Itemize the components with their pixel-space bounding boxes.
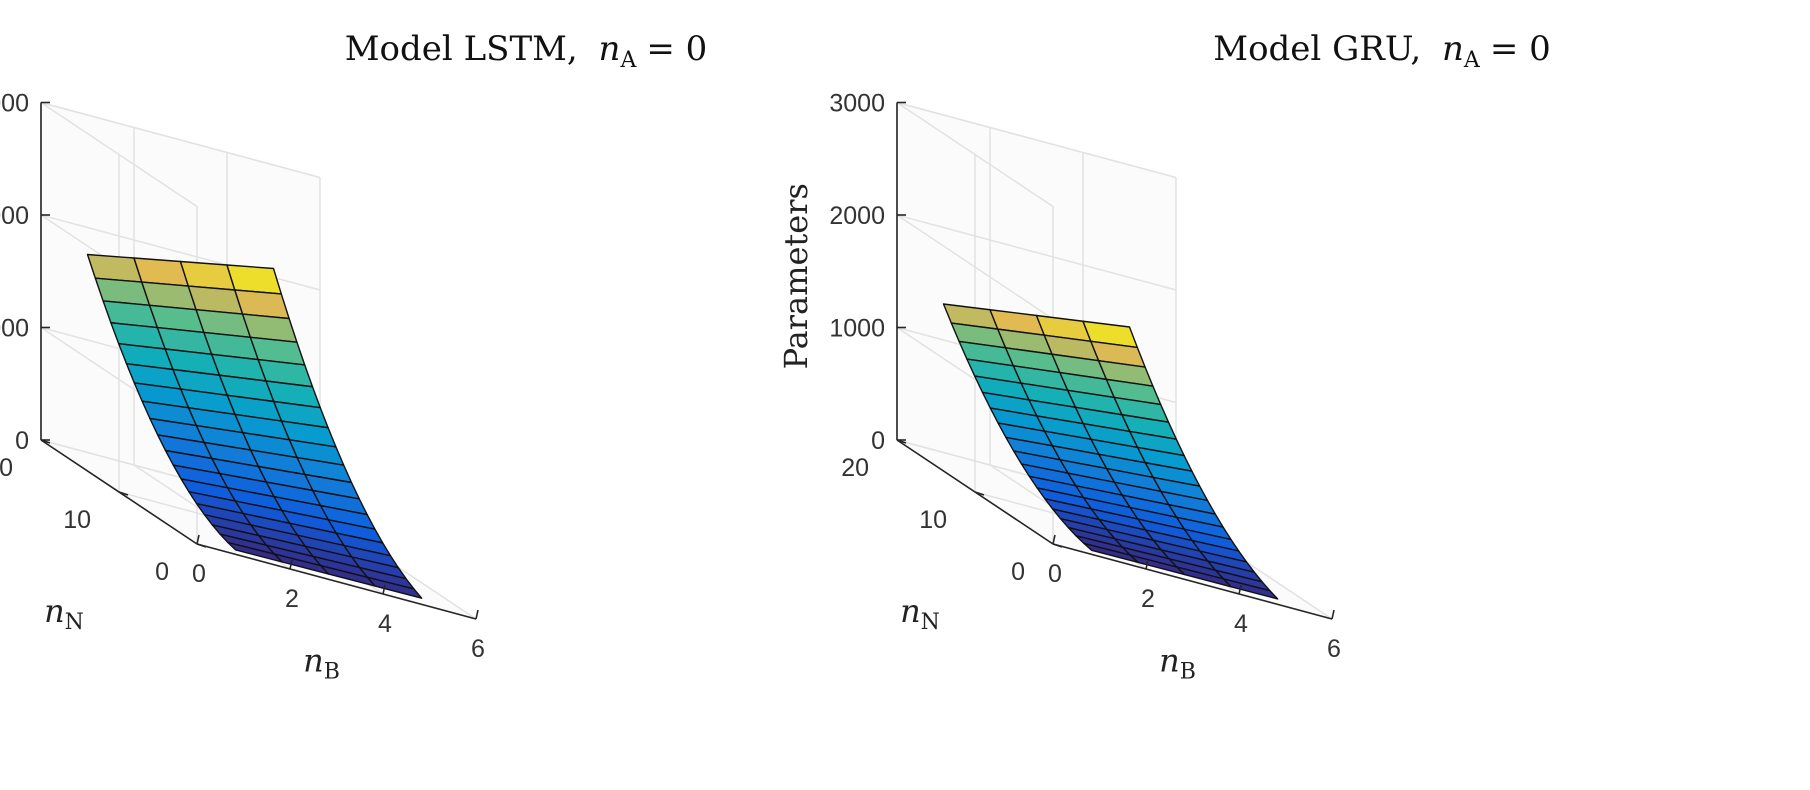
y-tick-label: 0 [155,558,169,586]
z-tick-label: 3000 [829,90,885,118]
grid-line-z-back [896,214,1177,291]
chart-title: Model GRU, nA = 0 [1213,29,1551,73]
x-tick-label: 6 [471,635,485,663]
axis-lines [896,101,1335,620]
y-tick-mark [974,491,985,496]
chart-panel-1: 0246010200100020003000ParametersnBnNMode… [777,29,1551,685]
z-tick-label: 0 [871,427,885,455]
x-tick-mark [1052,534,1056,545]
grid-line-z-side [896,214,1054,320]
x-axis-label-sub: B [324,660,340,685]
y-tick-label: 20 [0,454,13,482]
chart-title-suffix: = 0 [646,29,707,69]
x-tick-mark [196,534,200,545]
z-tick-label: 1000 [0,315,29,343]
y-tick-label: 0 [1011,558,1025,586]
box-top-edge [40,101,321,179]
z-tick-label: 0 [15,427,29,455]
z-axis-label: Parameters [777,183,815,369]
chart-title-var: n [599,29,621,69]
x-tick-mark [475,609,479,620]
y-tick-label: 10 [63,506,91,534]
z-tick-label: 2000 [0,202,29,230]
x-tick-label: 0 [192,560,206,588]
x-axis-label: nB [1159,642,1196,685]
y-tick-mark [118,491,129,496]
x-axis-label: nB [303,642,340,685]
x-axis-label-sub: B [1180,660,1196,685]
z-tick-label: 3000 [0,90,29,118]
x-tick-label: 2 [285,585,299,613]
x-tick-label: 0 [1048,560,1062,588]
x-tick-label: 6 [1327,635,1341,663]
x-tick-label: 4 [1234,610,1248,638]
chart-panel-0: 0246010200100020003000ParametersnBnNMode… [0,29,707,685]
y-axis-label: nN [44,592,84,635]
y-axis-label-var: n [900,592,921,630]
x-axis-label-var: n [1159,642,1180,680]
y-axis-label: nN [900,592,940,635]
x-tick-mark [382,584,386,595]
chart-title-suffix: = 0 [1490,29,1551,69]
surface-patch [366,576,423,599]
z-tick-label: 2000 [829,202,885,230]
surface-patch [1222,578,1279,600]
z-tick-label: 1000 [829,315,885,343]
x-tick-label: 4 [378,610,392,638]
x-tick-mark [289,559,293,570]
x-tick-mark [1238,584,1242,595]
y-tick-label: 10 [919,506,947,534]
surface [942,303,1279,600]
grid-line-z-side [896,101,1054,208]
chart-title-prefix: Model GRU, [1213,29,1432,69]
axis-lines [40,101,479,620]
y-axis-label-sub: N [65,610,84,635]
y-tick-mark [196,543,207,548]
x-tick-mark [1145,559,1149,570]
y-tick-label: 20 [841,454,869,482]
x-tick-label: 2 [1141,585,1155,613]
surface [86,253,423,599]
chart-title: Model LSTM, nA = 0 [345,29,708,73]
x-tick-mark [1331,609,1335,620]
y-axis-label-var: n [44,592,65,630]
box-top-edge [896,101,1177,179]
chart-title-prefix: Model LSTM, [345,29,589,69]
x-axis-line [1052,543,1333,620]
chart-title-var: n [1442,29,1464,69]
x-axis-line [196,543,477,620]
grid-line-z-side [40,101,198,208]
y-axis-label-sub: N [921,610,940,635]
chart-title-sub: A [1463,48,1481,73]
y-tick-mark [1052,543,1063,548]
chart-title-sub: A [619,48,637,73]
x-axis-label-var: n [303,642,324,680]
